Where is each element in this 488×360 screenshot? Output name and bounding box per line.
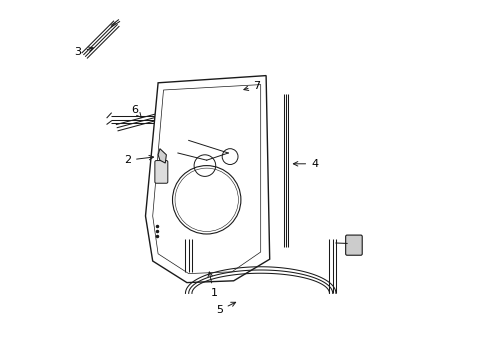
Text: 3: 3 [75, 47, 93, 57]
Text: 2: 2 [123, 155, 153, 165]
FancyBboxPatch shape [155, 161, 167, 183]
Polygon shape [158, 149, 166, 163]
Text: 6: 6 [131, 105, 141, 117]
Text: 1: 1 [207, 272, 217, 298]
Text: 7: 7 [244, 81, 260, 91]
Polygon shape [145, 76, 269, 283]
Text: 4: 4 [293, 159, 318, 169]
Text: 5: 5 [215, 302, 235, 315]
FancyBboxPatch shape [345, 235, 362, 255]
